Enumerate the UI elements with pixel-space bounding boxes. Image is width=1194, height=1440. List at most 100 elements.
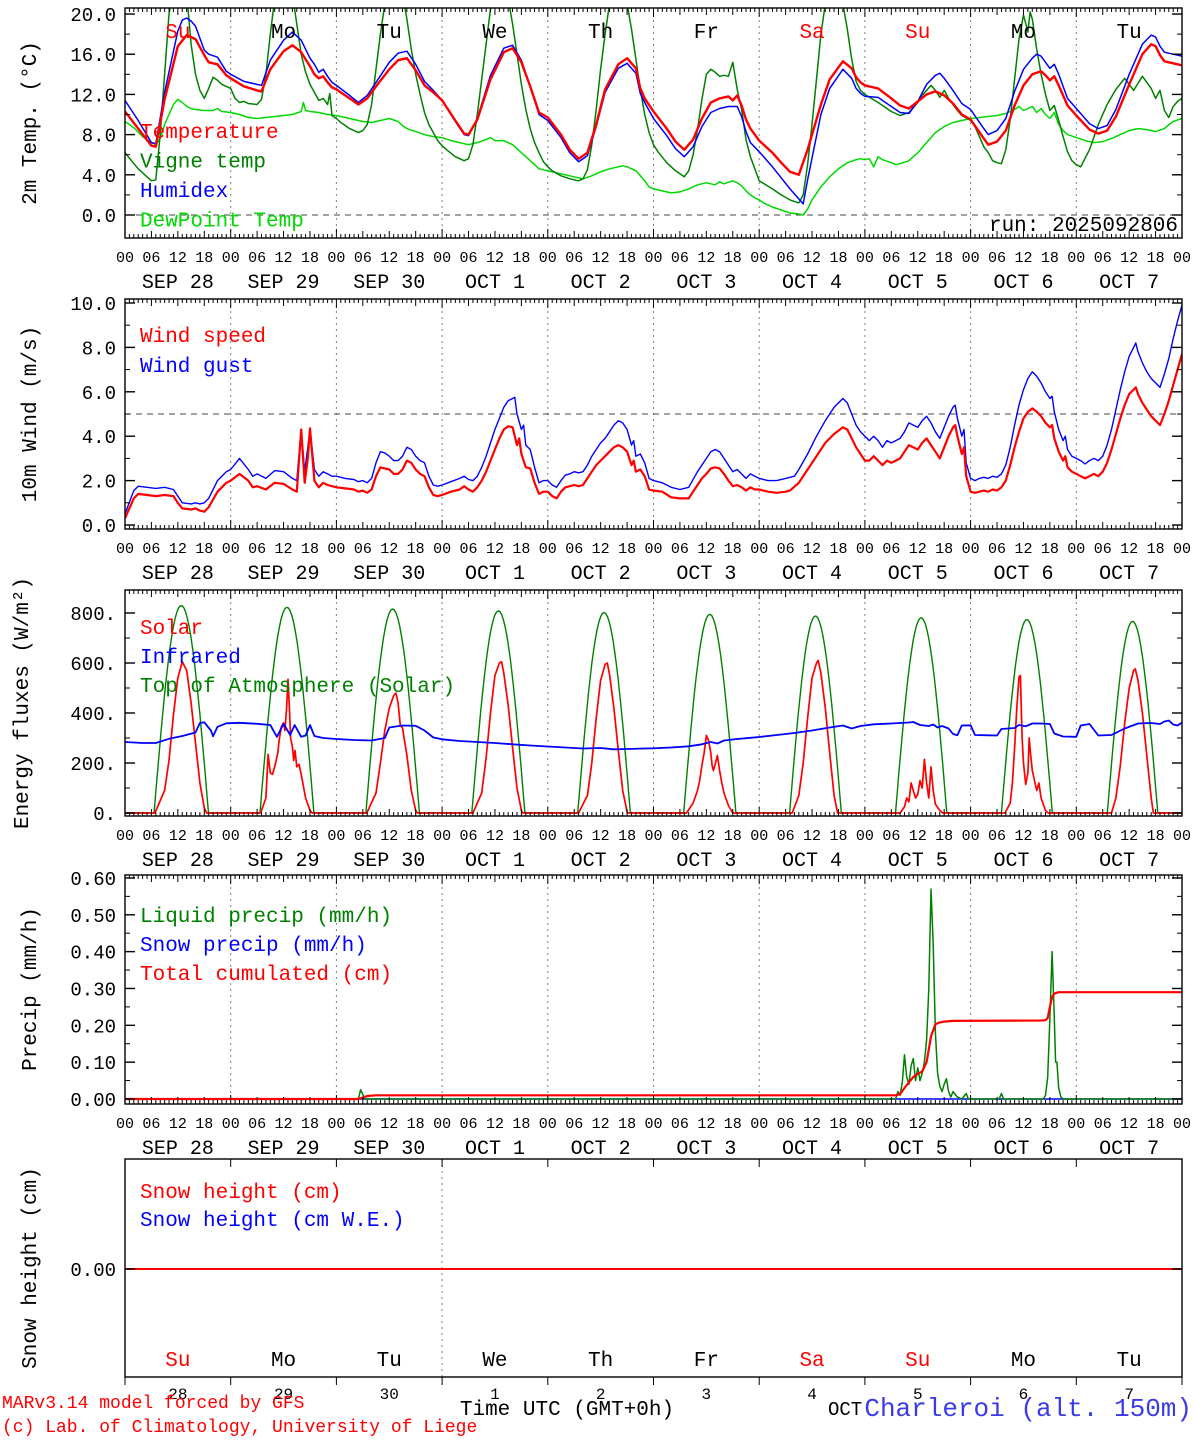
p4-y-tick-label: 0.00 — [70, 1090, 116, 1112]
hour-label: 18 — [195, 828, 213, 845]
hour-label: 12 — [1120, 1116, 1138, 1133]
date-label: OCT 4 — [782, 1138, 842, 1161]
month-label: OCT — [828, 1399, 863, 1421]
day-number-label: 7 — [1124, 1386, 1134, 1404]
weekday-label: Tu — [377, 1350, 402, 1373]
hour-label: 12 — [486, 541, 504, 558]
weekday-label: Sa — [799, 22, 824, 45]
date-label: OCT 5 — [888, 850, 948, 873]
hour-label: 00 — [962, 541, 980, 558]
weekday-label: Sa — [799, 1350, 824, 1373]
hour-label: 00 — [222, 541, 240, 558]
p4-y-tick-label: 0.60 — [70, 869, 116, 891]
p2-series-group — [125, 305, 1182, 519]
hour-label: 12 — [1014, 828, 1032, 845]
p2-y-tick-label: 8.0 — [82, 338, 116, 360]
hour-label: 00 — [433, 1116, 451, 1133]
p4-legend-3: Total cumulated (cm) — [140, 964, 392, 987]
hour-label: 12 — [1014, 541, 1032, 558]
hour-label: 18 — [1147, 541, 1165, 558]
hour-label: 00 — [116, 250, 134, 267]
solar-line — [125, 659, 1182, 814]
hour-label: 00 — [856, 541, 874, 558]
hour-label: 00 — [1173, 250, 1191, 267]
hour-label: 00 — [856, 828, 874, 845]
hour-label: 18 — [829, 828, 847, 845]
day-number-label: 6 — [1019, 1386, 1029, 1404]
hour-label: 06 — [460, 1116, 478, 1133]
hour-label: 12 — [803, 541, 821, 558]
day-number-label: 29 — [274, 1386, 293, 1404]
hour-label: 06 — [777, 250, 795, 267]
hour-label: 00 — [1067, 541, 1085, 558]
p2-legend-2: Wind gust — [140, 356, 253, 379]
hour-label: 00 — [222, 250, 240, 267]
p4-y-tick-label: 0.10 — [70, 1053, 116, 1075]
hour-label: 12 — [380, 541, 398, 558]
date-label: OCT 5 — [888, 1138, 948, 1161]
date-label: OCT 7 — [1099, 563, 1159, 586]
p3-y-tick-label: 200. — [70, 754, 116, 776]
total-cumulated-line — [125, 991, 1182, 1101]
hour-label: 00 — [644, 541, 662, 558]
date-label: OCT 4 — [782, 272, 842, 295]
hour-label: 12 — [275, 250, 293, 267]
hour-label: 00 — [433, 828, 451, 845]
date-label: OCT 4 — [782, 563, 842, 586]
hour-label: 12 — [275, 541, 293, 558]
hour-label: 12 — [697, 1116, 715, 1133]
hour-label: 12 — [909, 250, 927, 267]
date-label: OCT 3 — [676, 850, 736, 873]
p1-legend-3: Humidex — [140, 181, 228, 204]
hour-label: 00 — [327, 250, 345, 267]
hour-label: 06 — [248, 1116, 266, 1133]
hour-label: 12 — [697, 250, 715, 267]
dewpoint-temp-line — [125, 98, 1182, 216]
hour-label: 12 — [592, 828, 610, 845]
weekday-label: Mo — [271, 1350, 296, 1373]
hour-label: 00 — [222, 828, 240, 845]
weekday-label: Tu — [1117, 1350, 1142, 1373]
hour-label: 18 — [935, 541, 953, 558]
hour-label: 18 — [724, 250, 742, 267]
date-label: OCT 7 — [1099, 850, 1159, 873]
hour-label: 12 — [169, 828, 187, 845]
hour-label: 12 — [1120, 250, 1138, 267]
hour-label: 00 — [222, 1116, 240, 1133]
p1-y-tick-label: 4.0 — [82, 166, 116, 188]
hour-label: 00 — [750, 1116, 768, 1133]
hour-label: 00 — [1067, 828, 1085, 845]
hour-label: 18 — [301, 250, 319, 267]
humidex-line — [125, 17, 1182, 205]
date-label: OCT 6 — [993, 272, 1053, 295]
date-label: OCT 2 — [571, 563, 631, 586]
date-label: OCT 3 — [676, 272, 736, 295]
date-label: SEP 30 — [353, 272, 425, 295]
hour-label: 18 — [1041, 1116, 1059, 1133]
hour-label: 12 — [592, 541, 610, 558]
date-label: SEP 28 — [142, 1138, 214, 1161]
hour-label: 00 — [962, 250, 980, 267]
hour-label: 12 — [169, 1116, 187, 1133]
hour-label: 06 — [882, 250, 900, 267]
date-label: OCT 1 — [465, 1138, 525, 1161]
hour-label: 06 — [142, 1116, 160, 1133]
p4-y-tick-label: 0.20 — [70, 1016, 116, 1038]
p1-y-tick-label: 20.0 — [70, 5, 116, 27]
date-label: OCT 7 — [1099, 1138, 1159, 1161]
date-label: SEP 30 — [353, 850, 425, 873]
date-label: OCT 6 — [993, 563, 1053, 586]
hour-label: 12 — [275, 828, 293, 845]
date-label: SEP 29 — [248, 272, 320, 295]
date-label: SEP 28 — [142, 850, 214, 873]
date-label: OCT 1 — [465, 850, 525, 873]
date-label: SEP 30 — [353, 563, 425, 586]
hour-label: 00 — [539, 828, 557, 845]
panel4-y-axis-title: Precip (mm/h) — [19, 907, 43, 1071]
p3-y-tick-label: 800. — [70, 604, 116, 626]
panel2-y-axis-title: 10m Wind (m/s) — [19, 325, 43, 503]
day-number-label: 4 — [807, 1386, 817, 1404]
p3-y-tick-label: 400. — [70, 704, 116, 726]
hour-label: 00 — [644, 1116, 662, 1133]
